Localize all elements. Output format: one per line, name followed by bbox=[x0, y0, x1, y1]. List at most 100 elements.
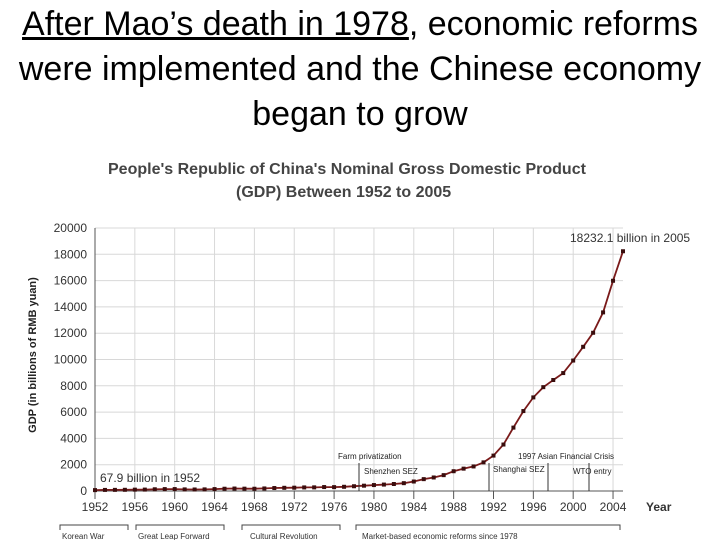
asian-crisis-label: 1997 Asian Financial Crisis bbox=[518, 452, 614, 461]
data-point-1964 bbox=[212, 487, 217, 492]
annotations: 18232.1 billion in 2005 67.9 billion in … bbox=[100, 231, 690, 491]
data-point-1954 bbox=[112, 487, 117, 492]
era-great-leap-forward: Great Leap Forward bbox=[138, 532, 210, 540]
data-point-1967 bbox=[242, 486, 247, 491]
y-tick-label: 0 bbox=[80, 484, 87, 498]
farm-privatization-label: Farm privatization bbox=[338, 452, 402, 461]
data-point-1970 bbox=[272, 486, 277, 491]
chart-title-line1: People's Republic of China's Nominal Gro… bbox=[108, 161, 587, 178]
x-tick-label: 1992 bbox=[480, 500, 507, 514]
data-point-1984 bbox=[411, 479, 416, 484]
data-point-1998 bbox=[551, 378, 556, 383]
era-bracket-cultural-revolution bbox=[241, 524, 341, 530]
y-tick-label: 6000 bbox=[60, 405, 87, 419]
data-point-1966 bbox=[232, 486, 237, 491]
y-tick-label: 16000 bbox=[54, 274, 88, 288]
x-tick-label: 1960 bbox=[161, 500, 188, 514]
data-point-1987 bbox=[441, 473, 446, 478]
data-point-1988 bbox=[451, 469, 456, 474]
data-point-1960 bbox=[172, 487, 177, 492]
data-point-1996 bbox=[531, 395, 536, 400]
y-axis-label: GDP (in billions of RMB yuan) bbox=[27, 277, 39, 433]
data-point-1961 bbox=[182, 487, 187, 492]
slide-title-underlined: After Mao’s death in 1978 bbox=[22, 5, 409, 43]
data-point-1981 bbox=[381, 482, 386, 487]
y-tick-label: 12000 bbox=[54, 326, 88, 340]
data-point-1982 bbox=[391, 482, 396, 487]
data-point-1979 bbox=[361, 483, 366, 488]
y-tick-label: 18000 bbox=[54, 247, 88, 261]
data-point-2001 bbox=[581, 344, 586, 349]
era-cultural-revolution: Cultural Revolution bbox=[250, 532, 318, 540]
data-point-1952 bbox=[93, 488, 97, 493]
data-point-1986 bbox=[431, 475, 436, 480]
x-tick-label: 1988 bbox=[440, 500, 467, 514]
era-bracket-market-reforms bbox=[355, 524, 621, 530]
data-point-1997 bbox=[541, 385, 546, 390]
data-point-1958 bbox=[152, 487, 157, 492]
x-tick-label: 1968 bbox=[241, 500, 268, 514]
x-tick-label: 1972 bbox=[281, 500, 308, 514]
data-point-1983 bbox=[401, 481, 406, 486]
wto-entry-label: WTO entry bbox=[573, 467, 612, 476]
x-axis-label: Year bbox=[646, 500, 672, 514]
slide-title-rest: , economic reforms were implemented and … bbox=[18, 5, 702, 133]
era-korean-war: Korean War bbox=[62, 532, 105, 540]
data-point-2004 bbox=[611, 278, 616, 283]
data-point-1953 bbox=[102, 487, 107, 492]
eras: Korean War Great Leap Forward Cultural R… bbox=[59, 524, 621, 540]
x-tick-label: 2004 bbox=[600, 500, 627, 514]
data-point-1963 bbox=[202, 487, 207, 492]
x-tick-label: 1984 bbox=[400, 500, 427, 514]
data-point-2000 bbox=[571, 358, 576, 363]
slide-title: After Mao’s death in 1978, economic refo… bbox=[0, 2, 720, 137]
data-point-1980 bbox=[371, 483, 376, 488]
data-point-1975 bbox=[322, 485, 327, 490]
data-point-2005 bbox=[621, 249, 625, 254]
x-tick-label: 1976 bbox=[321, 500, 348, 514]
era-bracket-korean-war bbox=[59, 524, 129, 530]
data-point-1990 bbox=[471, 464, 476, 469]
data-point-1977 bbox=[342, 484, 347, 489]
data-point-1956 bbox=[132, 487, 137, 492]
x-tick-label: 1964 bbox=[201, 500, 228, 514]
data-point-1968 bbox=[252, 486, 257, 491]
data-point-1959 bbox=[162, 487, 167, 492]
x-tick-label: 2000 bbox=[560, 500, 587, 514]
chart-title-line2: (GDP) Between 1952 to 2005 bbox=[236, 184, 451, 201]
data-point-1962 bbox=[192, 487, 197, 492]
data-point-1978 bbox=[352, 484, 357, 489]
x-tick-label: 1952 bbox=[82, 500, 109, 514]
x-tick-label: 1996 bbox=[520, 500, 547, 514]
y-tick-label: 2000 bbox=[60, 458, 87, 472]
data-point-1972 bbox=[292, 485, 297, 490]
x-tick-label: 1956 bbox=[121, 500, 148, 514]
data-point-1993 bbox=[501, 442, 506, 447]
shanghai-sez-label: Shanghai SEZ bbox=[493, 465, 545, 474]
data-point-1976 bbox=[332, 485, 337, 490]
data-point-1965 bbox=[222, 486, 227, 491]
data-point-1994 bbox=[511, 425, 516, 430]
y-tick-label: 20000 bbox=[54, 221, 88, 235]
data-point-1971 bbox=[282, 485, 287, 490]
data-point-1995 bbox=[521, 409, 526, 414]
data-point-2002 bbox=[591, 330, 596, 335]
shenzhen-sez-label: Shenzhen SEZ bbox=[364, 467, 418, 476]
data-point-2003 bbox=[601, 310, 606, 315]
era-bracket-great-leap bbox=[135, 524, 225, 530]
y-tick-label: 10000 bbox=[54, 353, 88, 367]
data-point-1974 bbox=[312, 485, 317, 490]
data-point-1999 bbox=[561, 371, 566, 376]
start-value-label: 67.9 billion in 1952 bbox=[100, 471, 200, 485]
data-point-1957 bbox=[142, 487, 147, 492]
y-tick-label: 8000 bbox=[60, 379, 87, 393]
era-market-reforms: Market-based economic reforms since 1978 bbox=[362, 532, 518, 540]
end-value-label: 18232.1 billion in 2005 bbox=[570, 231, 690, 245]
data-point-1992 bbox=[491, 453, 496, 458]
data-point-1955 bbox=[122, 487, 127, 492]
axes: 0 2000 4000 6000 8000 10000 12000 14000 16000 180… bbox=[54, 221, 627, 514]
data-point-1973 bbox=[302, 485, 307, 490]
x-tick-label: 1980 bbox=[361, 500, 388, 514]
data-point-1989 bbox=[461, 466, 466, 471]
